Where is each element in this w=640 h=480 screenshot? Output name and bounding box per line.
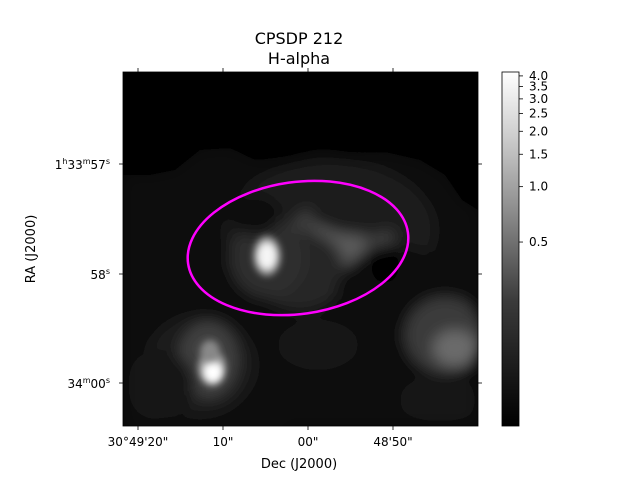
x-axis-label: Dec (J2000) (261, 457, 337, 472)
chart-title: CPSDP 212 (255, 29, 344, 48)
aperture-ellipse (186, 179, 410, 317)
x-tick-label: 30°49'20" (108, 435, 169, 449)
y-axis-ticks (119, 163, 482, 384)
y-tick-label: 58s (91, 267, 110, 282)
y-axis-label: RA (J2000) (24, 215, 39, 284)
colorbar-tick-label: 2.5 (529, 106, 548, 120)
colorbar-tick-label: 2.0 (529, 124, 548, 138)
y-tick-label: 1h33m57s (55, 157, 110, 172)
colorbar-tick-label: 3.5 (529, 80, 548, 94)
x-tick-label: 48'50" (373, 435, 412, 449)
chart-subtitle: H-alpha (268, 49, 330, 68)
h-alpha-image (123, 72, 478, 426)
colorbar-tick-label: 0.5 (529, 235, 548, 249)
x-axis-ticks (137, 68, 394, 430)
colorbar-tick-label: 1.5 (529, 147, 548, 161)
x-tick-label: 10" (213, 435, 234, 449)
y-tick-label: 34m00s (67, 376, 110, 391)
colorbar-tick-label: 1.0 (529, 180, 548, 194)
colorbar (501, 71, 520, 427)
colorbar-tick-label: 3.0 (529, 92, 548, 106)
plot-frame (122, 71, 479, 427)
colorbar-ticks: 0.5 1.0 1.5 2.0 2.53.03.54.0 (519, 69, 548, 249)
x-tick-label: 00" (298, 435, 319, 449)
colorbar-tick-label: 4.0 (529, 69, 548, 83)
